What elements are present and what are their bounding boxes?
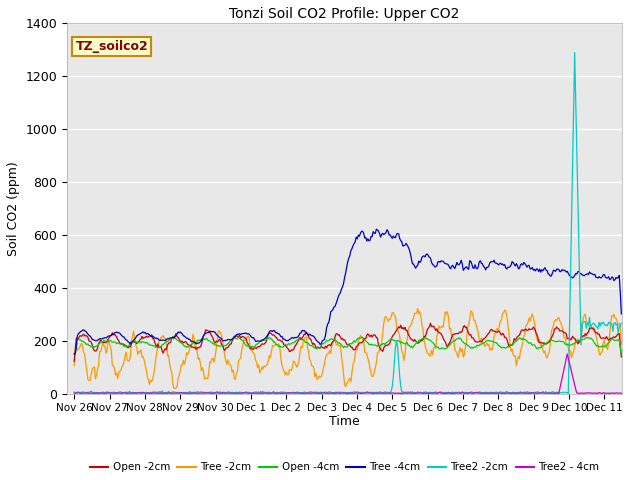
Text: TZ_soilco2: TZ_soilco2: [76, 40, 148, 53]
Y-axis label: Soil CO2 (ppm): Soil CO2 (ppm): [7, 161, 20, 256]
X-axis label: Time: Time: [329, 415, 360, 428]
Title: Tonzi Soil CO2 Profile: Upper CO2: Tonzi Soil CO2 Profile: Upper CO2: [229, 7, 460, 21]
Legend: Open -2cm, Tree -2cm, Open -4cm, Tree -4cm, Tree2 -2cm, Tree2 - 4cm: Open -2cm, Tree -2cm, Open -4cm, Tree -4…: [86, 458, 604, 476]
